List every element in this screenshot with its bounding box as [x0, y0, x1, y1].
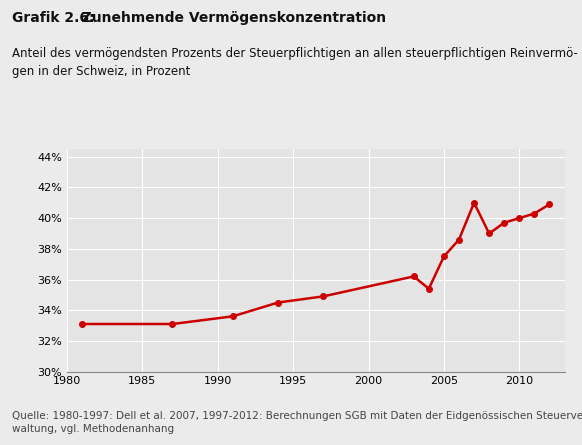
Text: Quelle: 1980-1997: Dell et al. 2007, 1997-2012: Berechnungen SGB mit Daten der E: Quelle: 1980-1997: Dell et al. 2007, 199… — [12, 411, 582, 434]
Text: Zunehmende Vermögenskonzentration: Zunehmende Vermögenskonzentration — [67, 11, 386, 25]
Text: Anteil des vermögendsten Prozents der Steuerpflichtigen an allen steuerpflichtig: Anteil des vermögendsten Prozents der St… — [12, 47, 577, 78]
Text: Grafik 2.6:: Grafik 2.6: — [12, 11, 94, 25]
